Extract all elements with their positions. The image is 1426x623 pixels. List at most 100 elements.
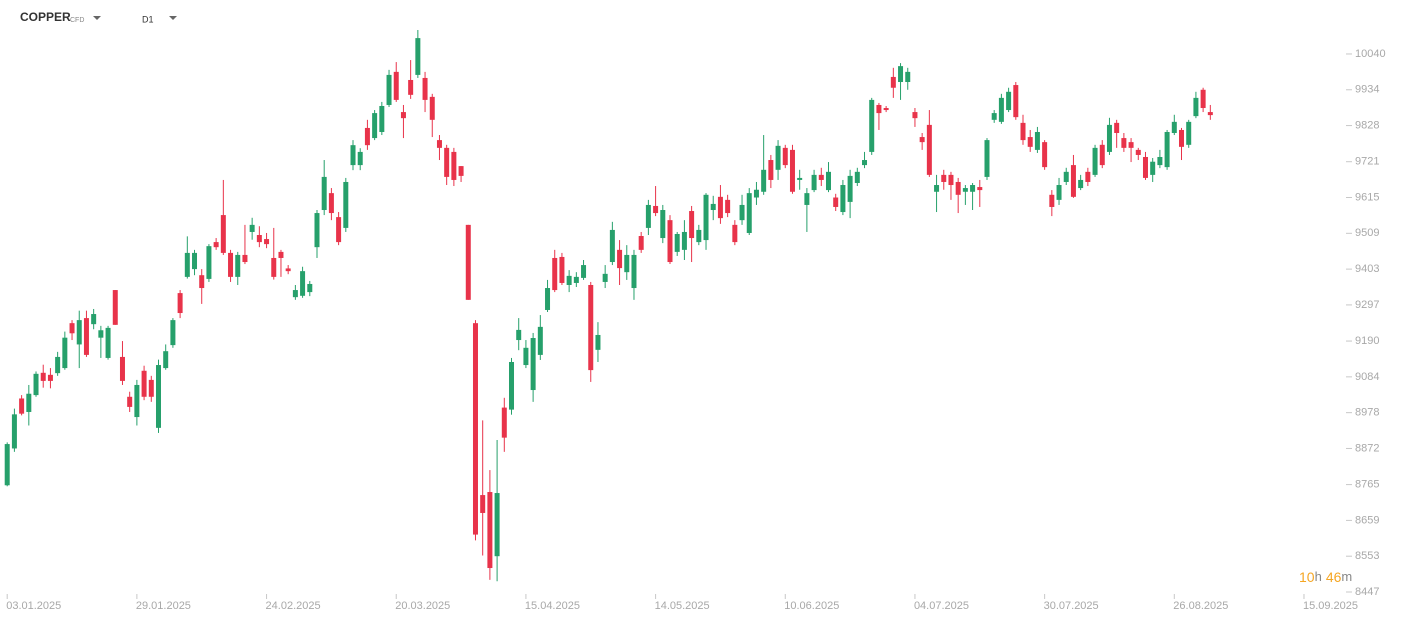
candle-body xyxy=(833,197,839,207)
candle-body xyxy=(905,71,911,83)
candle-body xyxy=(883,108,889,111)
candle-body xyxy=(818,174,824,180)
candle-body xyxy=(703,194,709,241)
timeframe-selector[interactable]: D1 xyxy=(142,14,177,24)
x-tick-label: 30.07.2025 xyxy=(1044,600,1099,612)
candle-body xyxy=(343,181,349,228)
candle-body xyxy=(400,112,406,119)
candle-body xyxy=(271,257,277,277)
candle-body xyxy=(458,166,464,176)
candle-body xyxy=(984,140,990,177)
candle-body xyxy=(869,99,875,152)
timer-hours-unit: h xyxy=(1315,569,1322,584)
candle-body xyxy=(141,370,147,397)
candle-body xyxy=(516,329,522,341)
candle-body xyxy=(336,217,342,243)
y-tick-label: 8978 xyxy=(1355,407,1379,419)
candle-body xyxy=(991,113,997,120)
candle-body xyxy=(1135,149,1141,155)
candle-body xyxy=(1085,171,1091,182)
y-tick-label: 8447 xyxy=(1355,586,1379,598)
candle-body xyxy=(415,38,421,75)
candle-body xyxy=(155,365,161,428)
candle-body xyxy=(638,236,644,250)
y-tick-label: 9509 xyxy=(1355,227,1379,239)
y-tick-label: 10040 xyxy=(1355,48,1386,60)
candle-body xyxy=(91,314,97,325)
candle-body xyxy=(739,204,745,221)
candle-body xyxy=(357,151,363,166)
candle-body xyxy=(40,372,46,381)
candle-body xyxy=(393,71,399,100)
x-tick-label: 26.08.2025 xyxy=(1173,600,1228,612)
candle-body xyxy=(811,174,817,191)
candle-body xyxy=(595,334,601,350)
y-tick-label: 8765 xyxy=(1355,479,1379,491)
candle-body xyxy=(184,252,190,277)
candle-body xyxy=(487,492,493,569)
candle-body xyxy=(33,373,39,396)
candle-body xyxy=(890,76,896,88)
y-tick-label: 8659 xyxy=(1355,514,1379,526)
candle-body xyxy=(1150,161,1156,175)
candle-body xyxy=(501,407,507,438)
instrument-type: CFD xyxy=(70,17,84,24)
symbol-selector[interactable]: COPPER CFD xyxy=(20,10,101,24)
candle-body xyxy=(725,199,731,214)
candle-body xyxy=(797,177,803,180)
candle-body xyxy=(321,176,327,211)
candle-body xyxy=(948,174,954,186)
candle-body xyxy=(717,196,723,219)
candle-body xyxy=(55,356,61,374)
candle-body xyxy=(1121,138,1127,148)
candle-body xyxy=(192,252,198,270)
candle-body xyxy=(235,254,241,277)
candle-body xyxy=(854,171,860,183)
candle-body xyxy=(1020,122,1026,141)
candle-body xyxy=(955,181,961,195)
candle-body xyxy=(710,203,716,211)
candle-body xyxy=(444,147,450,177)
timer-minutes: 46 xyxy=(1326,569,1342,585)
candle-body xyxy=(429,96,435,120)
candle-body xyxy=(127,396,133,407)
candle-body xyxy=(1186,121,1192,145)
x-tick-label: 04.07.2025 xyxy=(914,600,969,612)
candle-body xyxy=(977,187,983,191)
candle-body xyxy=(206,246,212,279)
candle-body xyxy=(768,160,774,180)
x-tick-label: 15.04.2025 xyxy=(525,600,580,612)
candle-body xyxy=(19,398,25,414)
y-tick-label: 8553 xyxy=(1355,550,1379,562)
timer: 10h 46m xyxy=(1299,569,1352,585)
candle-body xyxy=(588,284,594,371)
y-tick-label: 8872 xyxy=(1355,442,1379,454)
x-tick-label: 03.01.2025 xyxy=(6,600,61,612)
symbol-name: COPPER xyxy=(20,10,71,24)
candle-body xyxy=(1200,89,1206,109)
y-tick-label: 9190 xyxy=(1355,335,1379,347)
candle-body xyxy=(681,231,687,250)
candle-body xyxy=(1207,112,1213,116)
candle-body xyxy=(249,224,255,232)
candle-body xyxy=(581,265,587,278)
candle-body xyxy=(242,254,248,263)
candle-body xyxy=(494,493,500,557)
candle-body xyxy=(1070,165,1076,197)
candle-body xyxy=(199,275,205,289)
candle-body xyxy=(1027,137,1033,147)
candle-body xyxy=(912,112,918,119)
candle-body xyxy=(170,320,176,346)
candle-body xyxy=(847,175,853,202)
candle-body xyxy=(62,337,68,369)
candle-body xyxy=(1142,156,1148,178)
timer-minutes-unit: m xyxy=(1341,569,1352,584)
candle-body xyxy=(919,137,925,143)
candle-body xyxy=(941,174,947,182)
candle-body xyxy=(876,104,882,114)
candle-body xyxy=(307,283,313,293)
y-tick-label: 9721 xyxy=(1355,156,1379,168)
candle-body xyxy=(732,224,738,243)
candle-body xyxy=(537,326,543,355)
dropdown-caret xyxy=(169,16,177,20)
